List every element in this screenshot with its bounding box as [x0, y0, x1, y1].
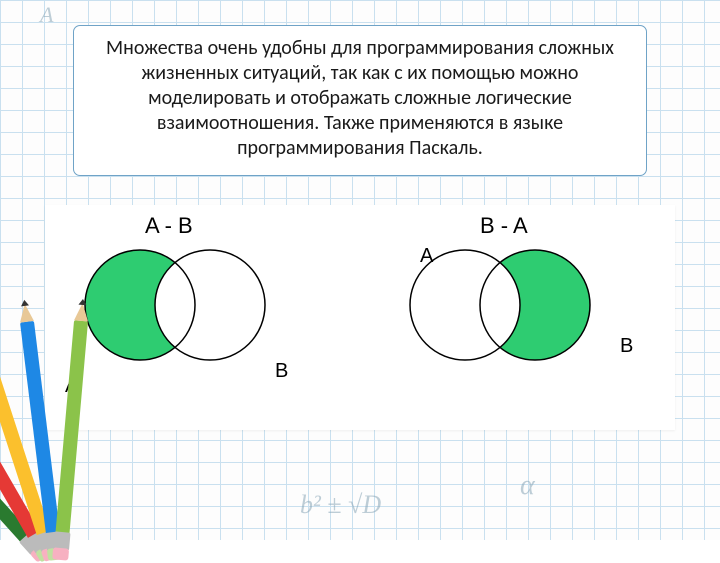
pencil-decor — [54, 320, 88, 550]
venn-right-title: B - A — [480, 213, 528, 239]
description-textbox: Множества очень удобны для программирова… — [73, 25, 647, 176]
pencils-decor — [0, 290, 230, 550]
venn-right-label-a: A — [420, 245, 433, 268]
description-text: Множества очень удобны для программирова… — [106, 36, 614, 160]
venn-left-label-b: B — [275, 360, 288, 383]
venn-left-title: A - B — [145, 213, 193, 239]
venn-right-diagram — [405, 245, 595, 365]
venn-right-label-b: B — [620, 335, 633, 358]
